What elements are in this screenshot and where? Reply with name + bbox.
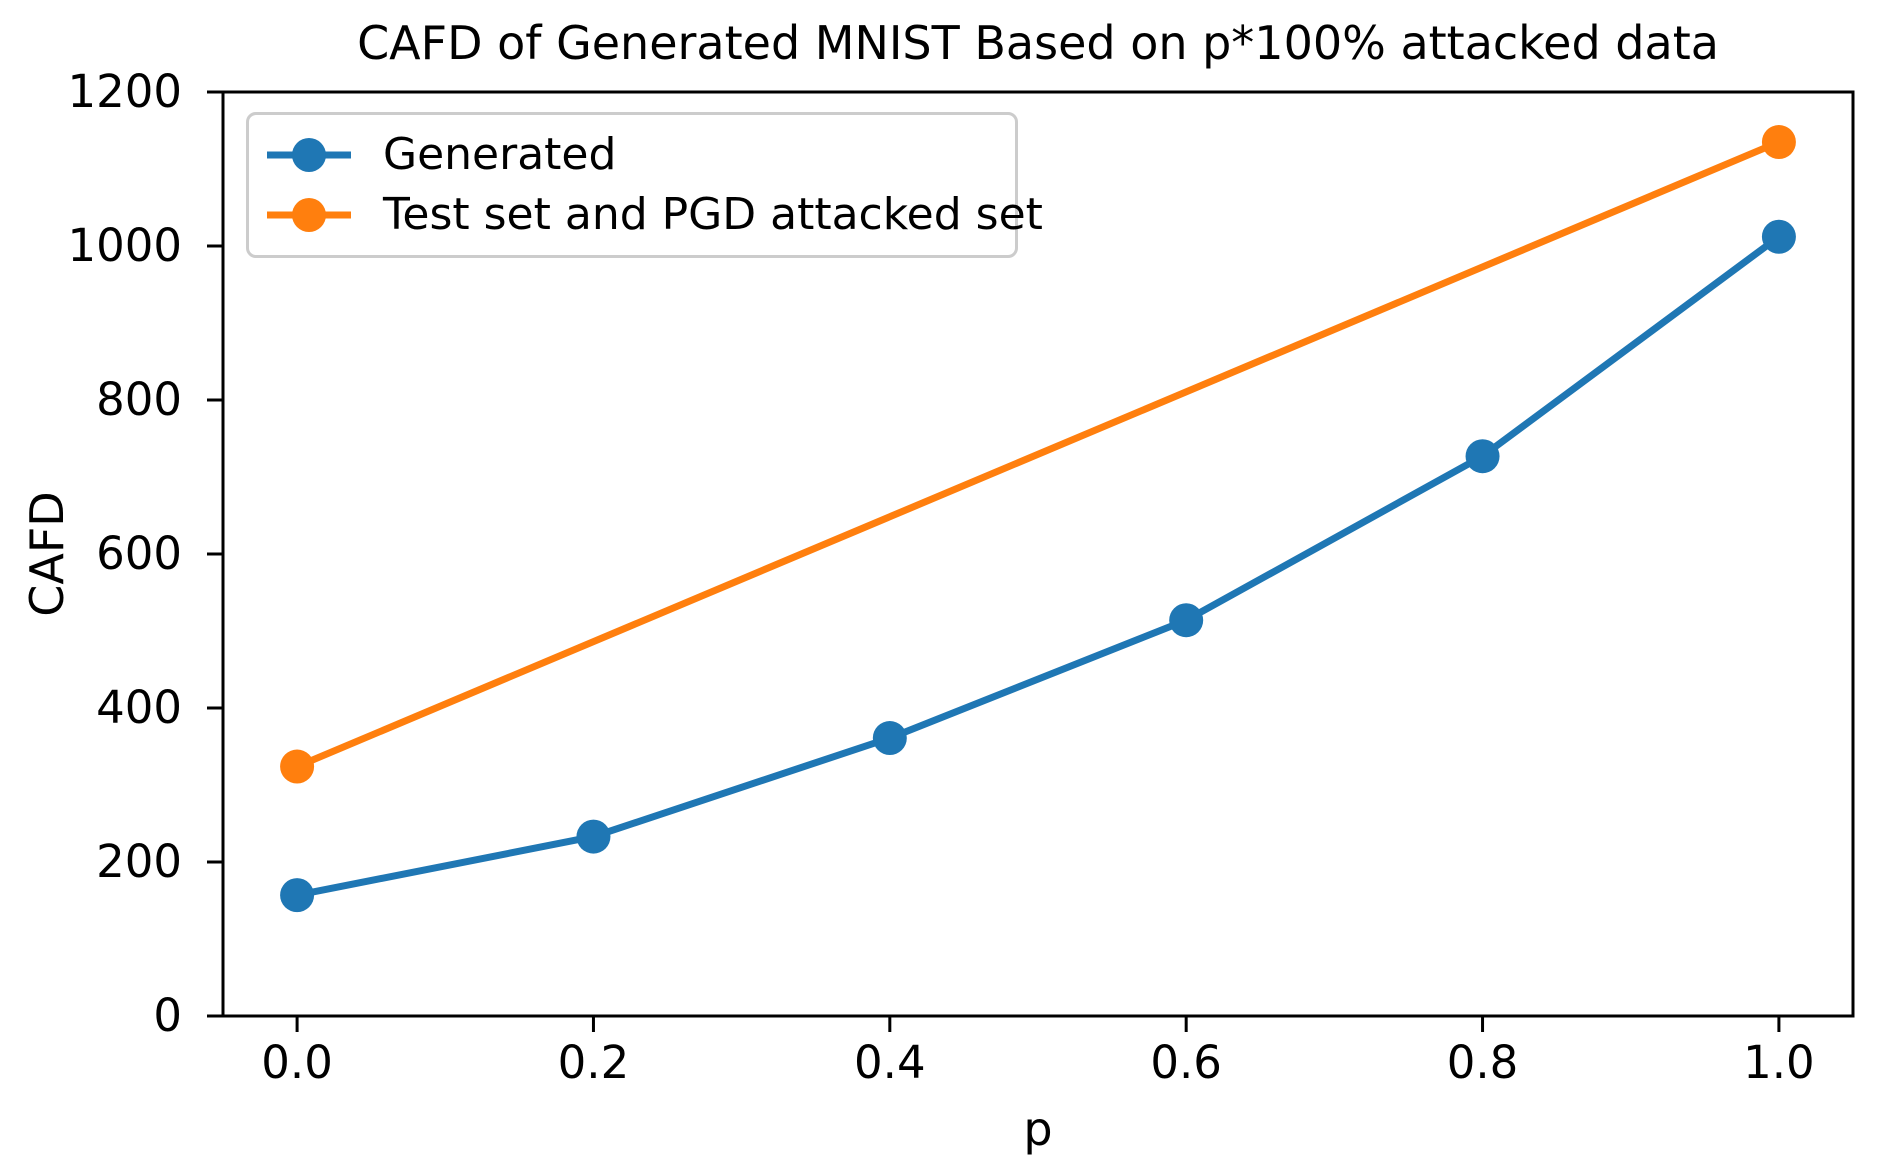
x-tick-label: 1.0 — [1743, 1036, 1815, 1089]
legend-marker-test-pgd-icon — [267, 198, 351, 232]
data-point-marker — [1761, 125, 1796, 160]
x-tick-label: 0.4 — [854, 1036, 926, 1089]
y-tick-label: 0 — [153, 989, 182, 1042]
data-point-marker — [576, 819, 611, 854]
chart-title: CAFD of Generated MNIST Based on p*100% … — [357, 16, 1719, 70]
legend-label-generated: Generated — [383, 128, 617, 180]
data-point-marker — [280, 749, 315, 784]
y-tick-label: 1200 — [67, 65, 182, 118]
x-tick-label: 0.2 — [557, 1036, 630, 1089]
y-tick-label: 200 — [96, 835, 182, 888]
x-tick-label: 0.6 — [1150, 1036, 1222, 1089]
legend: Generated Test set and PGD attacked set — [246, 112, 1043, 258]
data-point-marker — [280, 878, 315, 913]
data-point-marker — [1169, 603, 1204, 638]
legend-item-test-pgd: Test set and PGD attacked set — [261, 185, 1043, 245]
x-axis-label: p — [1023, 1102, 1053, 1156]
x-tick-label: 0.8 — [1446, 1036, 1519, 1089]
legend-item-generated: Generated — [261, 125, 995, 185]
legend-label-test-pgd: Test set and PGD attacked set — [383, 188, 1043, 240]
x-tick-label: 0.0 — [261, 1036, 333, 1089]
y-tick-label: 400 — [96, 681, 182, 734]
legend-marker-generated-icon — [267, 138, 351, 172]
data-point-marker — [872, 721, 907, 756]
series-line-1 — [295, 138, 1781, 770]
y-tick-label: 1000 — [67, 219, 182, 272]
data-point-marker — [1465, 439, 1500, 474]
y-tick-label: 600 — [96, 527, 182, 580]
series-line-0 — [296, 233, 1781, 899]
data-point-marker — [1761, 219, 1796, 254]
y-tick-label: 800 — [96, 373, 182, 426]
